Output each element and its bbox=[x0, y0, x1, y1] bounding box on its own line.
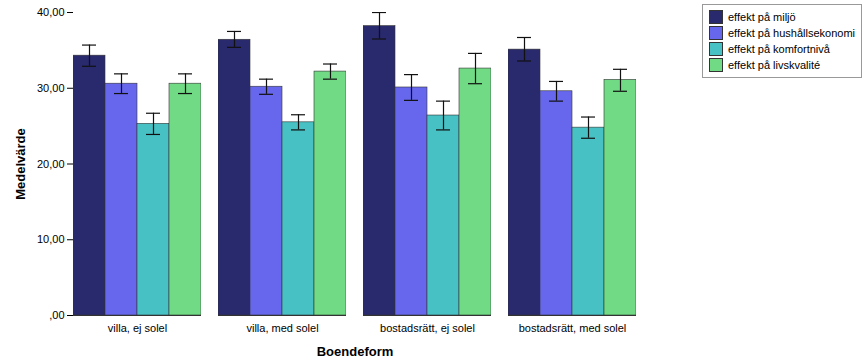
html-text:effekt på komfortnivå: effekt på komfortnivå bbox=[728, 43, 830, 55]
svg-text:Boendeform: Boendeform bbox=[317, 344, 394, 359]
svg-text:30,00: 30,00 bbox=[37, 82, 65, 94]
svg-text:Medelvärde: Medelvärde bbox=[13, 128, 28, 200]
svg-text:20,00: 20,00 bbox=[37, 158, 65, 170]
svg-text:10,00: 10,00 bbox=[37, 233, 65, 245]
svg-text:bostadsrätt, med solel: bostadsrätt, med solel bbox=[519, 322, 627, 334]
svg-text:,00: ,00 bbox=[49, 309, 64, 321]
svg-text:villa, ej solel: villa, ej solel bbox=[108, 322, 167, 334]
svg-text:bostadsrätt, ej solel: bostadsrätt, ej solel bbox=[380, 322, 475, 334]
html-text:effekt på miljö: effekt på miljö bbox=[728, 11, 796, 23]
svg-text:villa, med solel: villa, med solel bbox=[246, 322, 318, 334]
svg-text:40,00: 40,00 bbox=[37, 6, 65, 18]
html-text:effekt på livskvalité: effekt på livskvalité bbox=[728, 59, 821, 71]
html-text:effekt på hushållsekonomi: effekt på hushållsekonomi bbox=[728, 27, 855, 39]
